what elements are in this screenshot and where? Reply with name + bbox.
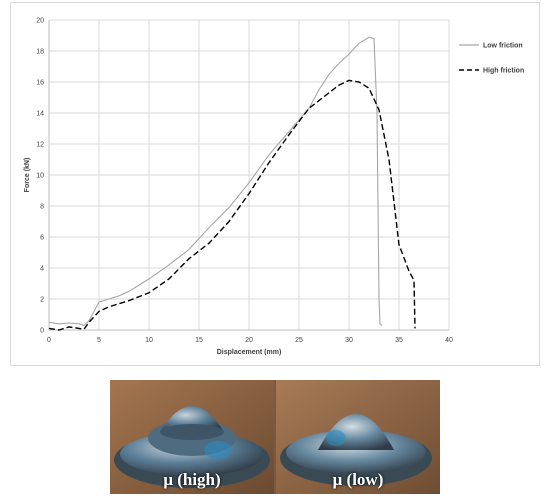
legend: Low friction High friction xyxy=(459,43,524,75)
chart-frame: 0 5 10 15 20 25 30 35 40 0 2 4 6 8 10 12 14 16 18 20 Displa… xyxy=(10,2,540,366)
legend-label-high-friction: High friction xyxy=(483,68,524,75)
axes: 0 5 10 15 20 25 30 35 40 0 2 4 6 8 10 12 14 16 18 20 xyxy=(36,18,453,345)
dome-specimen-image xyxy=(276,380,440,494)
x-axis-title: Displacement (mm) xyxy=(217,349,282,356)
x-tick-label: 10 xyxy=(145,337,153,344)
y-tick-label: 14 xyxy=(36,111,44,118)
photo-low-friction: μ (low) xyxy=(276,380,440,494)
x-tick-label: 25 xyxy=(295,337,303,344)
x-tick-label: 30 xyxy=(345,337,353,344)
x-tick-label: 0 xyxy=(47,337,51,344)
dome-specimen-image xyxy=(110,380,274,494)
grid xyxy=(48,19,450,331)
caption-low-friction: μ (low) xyxy=(332,470,384,489)
legend-label-low-friction: Low friction xyxy=(483,43,523,50)
y-tick-label: 6 xyxy=(40,235,44,242)
series-line-low-friction xyxy=(48,36,383,327)
y-tick-label: 0 xyxy=(40,328,44,335)
caption-high-friction: μ (high) xyxy=(163,470,221,489)
x-tick-label: 5 xyxy=(97,337,101,344)
y-tick-label: 16 xyxy=(36,80,44,87)
y-tick-label: 2 xyxy=(40,297,44,304)
line-chart: 0 5 10 15 20 25 30 35 40 0 2 4 6 8 10 12 14 16 18 20 Displa… xyxy=(24,18,524,357)
series-line-high-friction xyxy=(48,79,416,331)
series-lines xyxy=(48,36,416,331)
y-tick-label: 12 xyxy=(36,142,44,149)
x-tick-label: 15 xyxy=(195,337,203,344)
y-tick-label: 10 xyxy=(36,173,44,180)
specimen-photos: μ (high) μ (low) xyxy=(110,380,440,494)
y-tick-label: 4 xyxy=(40,266,44,273)
y-tick-label: 8 xyxy=(40,204,44,211)
y-axis-title: Force (kN) xyxy=(24,158,31,193)
y-tick-label: 20 xyxy=(36,18,44,25)
photo-high-friction: μ (high) xyxy=(110,380,274,494)
x-tick-label: 40 xyxy=(445,337,453,344)
x-tick-label: 20 xyxy=(245,337,253,344)
y-tick-label: 18 xyxy=(36,49,44,56)
x-tick-label: 35 xyxy=(395,337,403,344)
